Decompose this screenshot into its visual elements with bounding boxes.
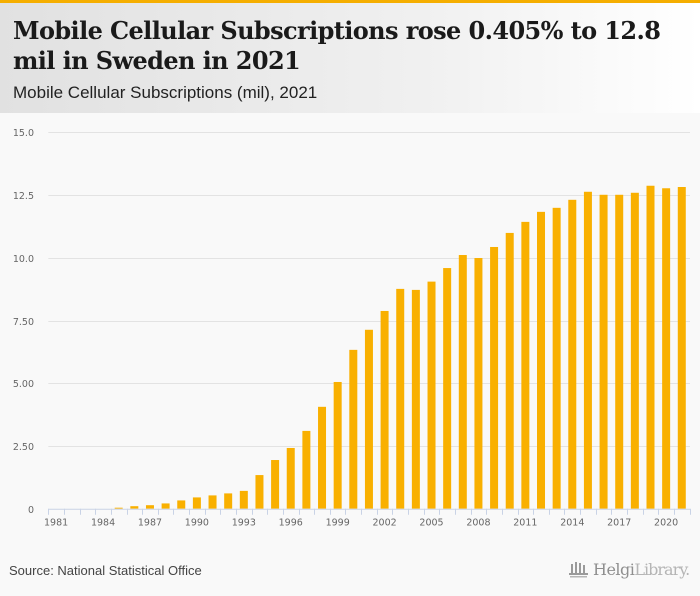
- x-tick-label: 2005: [419, 518, 443, 529]
- y-tick-label: 15.0: [13, 128, 34, 139]
- bar-1995[interactable]: [271, 460, 280, 509]
- bar-2012[interactable]: [537, 211, 546, 509]
- bar-2009[interactable]: [490, 246, 499, 509]
- x-tick-label: 2017: [607, 518, 631, 529]
- y-tick-label: 2.50: [13, 442, 34, 453]
- gridlines: [48, 132, 690, 447]
- logo-text-library: Library.: [634, 560, 690, 579]
- bar-1986[interactable]: [130, 506, 139, 509]
- bar-2015[interactable]: [583, 191, 592, 509]
- bar-2014[interactable]: [568, 199, 577, 509]
- bar-2013[interactable]: [552, 207, 561, 509]
- x-axis: [48, 508, 691, 515]
- y-tick-label: 0: [28, 505, 34, 516]
- bar-2000[interactable]: [349, 349, 358, 509]
- header: Mobile Cellular Subscriptions rose 0.405…: [0, 3, 700, 113]
- bar-1987[interactable]: [145, 505, 154, 509]
- x-tick-label: 1984: [91, 518, 115, 529]
- bars: [114, 185, 686, 509]
- chart-subtitle: Mobile Cellular Subscriptions (mil), 202…: [13, 83, 318, 102]
- x-tick-label: 2008: [466, 518, 490, 529]
- bar-2019[interactable]: [646, 185, 655, 509]
- page-title: Mobile Cellular Subscriptions rose 0.405…: [13, 16, 661, 75]
- x-tick-label: 2020: [654, 518, 678, 529]
- bar-1991[interactable]: [208, 495, 217, 509]
- bar-2020[interactable]: [662, 188, 671, 509]
- bar-2007[interactable]: [458, 255, 467, 509]
- bar-2018[interactable]: [630, 192, 639, 509]
- y-tick-label: 5.00: [13, 379, 34, 390]
- x-tick-label: 1981: [44, 518, 68, 529]
- bar-1997[interactable]: [302, 430, 311, 509]
- bar-2004[interactable]: [411, 289, 420, 509]
- accent-bar: [0, 0, 700, 3]
- bar-1996[interactable]: [286, 447, 295, 509]
- y-axis-labels: 0 2.50 5.00 7.50 10.0 12.5 15.0: [13, 128, 34, 516]
- y-tick-label: 10.0: [13, 254, 34, 265]
- bar-2008[interactable]: [474, 258, 483, 509]
- bar-2005[interactable]: [427, 281, 436, 509]
- bar-1989[interactable]: [177, 500, 186, 509]
- source-note: Source: National Statistical Office: [9, 563, 202, 578]
- bar-2003[interactable]: [396, 288, 405, 509]
- bar-1990[interactable]: [192, 497, 201, 509]
- bar-1998[interactable]: [318, 406, 327, 509]
- library-building-icon: [569, 561, 588, 577]
- bar-2010[interactable]: [505, 232, 514, 509]
- x-tick-label: 2002: [372, 518, 396, 529]
- bar-2011[interactable]: [521, 221, 530, 509]
- y-tick-label: 7.50: [13, 317, 34, 328]
- x-axis-labels: 1981 1984 1987 1990 1993 1996 1999 2002 2005 2008…: [44, 518, 678, 529]
- x-tick-label: 2014: [560, 518, 584, 529]
- logo-text-helgi: Helgi: [593, 560, 635, 579]
- x-tick-label: 1993: [232, 518, 256, 529]
- bar-1993[interactable]: [239, 490, 248, 509]
- x-tick-label: 1987: [138, 518, 162, 529]
- x-tick-label: 1990: [185, 518, 209, 529]
- bar-2017[interactable]: [615, 194, 624, 509]
- bar-2001[interactable]: [364, 329, 373, 509]
- y-tick-label: 12.5: [13, 191, 34, 202]
- bar-2006[interactable]: [443, 268, 452, 509]
- bar-2016[interactable]: [599, 194, 608, 509]
- bar-1985[interactable]: [114, 507, 123, 509]
- bar-1999[interactable]: [333, 381, 342, 509]
- x-tick-label: 2011: [513, 518, 537, 529]
- bar-1994[interactable]: [255, 475, 264, 509]
- x-tick-label: 1996: [279, 518, 303, 529]
- bar-1988[interactable]: [161, 503, 170, 509]
- helgi-library-logo[interactable]: Helgi Library.: [568, 560, 690, 579]
- x-tick-label: 1999: [326, 518, 350, 529]
- bar-1992[interactable]: [224, 493, 233, 509]
- bar-2021[interactable]: [677, 187, 686, 509]
- bar-2002[interactable]: [380, 310, 389, 509]
